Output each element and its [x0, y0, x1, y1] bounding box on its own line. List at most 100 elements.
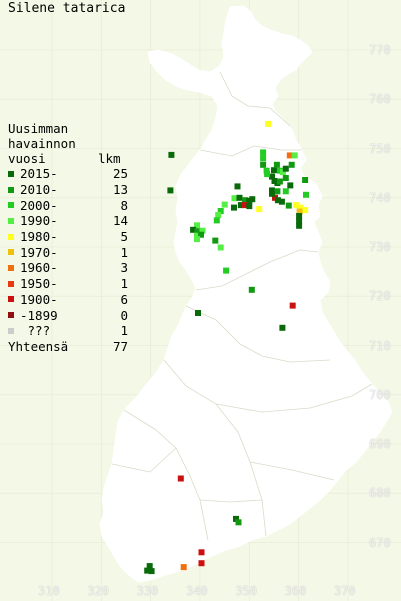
x-tick-label: 320 [87, 584, 110, 598]
observation-square [194, 232, 200, 239]
legend-swatch [8, 264, 14, 271]
observation-square [237, 202, 244, 209]
observation-square [215, 212, 222, 218]
legend-period-label: 1960- [20, 260, 58, 276]
legend-swatch [8, 327, 14, 334]
observation-square [213, 217, 220, 224]
observation-square [296, 213, 303, 219]
observation-square [231, 195, 238, 202]
y-tick-label: 690 [369, 437, 391, 451]
observation-square [302, 177, 309, 183]
observation-square [231, 204, 237, 211]
observation-square [180, 564, 187, 571]
observation-square [217, 208, 224, 214]
legend-total-label: Yhteensä [8, 338, 69, 354]
legend-swatch [8, 249, 14, 256]
legend-count-value: 5 [120, 229, 128, 245]
observation-square [269, 187, 275, 194]
observation-square [291, 152, 298, 159]
observation-square [271, 167, 277, 174]
legend-swatch [8, 186, 14, 193]
observation-square [167, 187, 174, 194]
legend-count-value: 3 [120, 260, 128, 276]
observation-square [279, 169, 286, 176]
observation-square [274, 197, 281, 204]
observation-square [279, 324, 286, 331]
legend-row: 1990- 14 [8, 213, 128, 229]
observation-square [199, 227, 206, 234]
observation-square [236, 194, 243, 201]
legend-row: -1899 0 [8, 307, 128, 323]
legend-column-headers: vuosi lkm [8, 151, 128, 166]
legend-swatch [8, 233, 14, 240]
observation-square [241, 197, 248, 204]
legend-count-value: 1 [120, 323, 128, 339]
observation-square [148, 568, 155, 575]
observation-square [286, 152, 293, 159]
legend-heading-line-1: Uusimman [8, 121, 69, 136]
legend-row: 1980- 5 [8, 229, 128, 245]
observation-square [249, 196, 256, 203]
legend-swatch [8, 296, 14, 303]
observation-square [278, 198, 285, 205]
legend-swatch [8, 170, 14, 177]
observation-square [246, 203, 253, 210]
observation-square [223, 267, 230, 274]
region-borders [111, 71, 373, 541]
observation-square [177, 475, 184, 482]
observation-square [282, 165, 289, 172]
legend-swatch [8, 217, 14, 224]
legend-period-label: 2015- [20, 166, 58, 182]
observation-dots [144, 120, 309, 575]
legend-period-label: 2010- [20, 182, 58, 198]
legend-row: 1970- 1 [8, 244, 128, 260]
observation-square [265, 120, 272, 127]
y-tick-label: 680 [369, 486, 391, 501]
observation-square [293, 202, 300, 209]
observation-square [282, 188, 289, 195]
legend: Uusimman havainnon vuosi lkm 2015- 25 2010… [8, 121, 128, 354]
observation-square [288, 161, 295, 168]
legend-row: ??? 1 [8, 323, 128, 339]
legend-swatch [8, 312, 14, 319]
observation-square [144, 567, 151, 574]
y-tick-label: 750 [369, 141, 391, 156]
x-tick-label: 330 [136, 584, 159, 598]
legend-count-value: 14 [112, 213, 128, 229]
y-tick-label: 720 [369, 289, 391, 304]
legend-row: 2015- 25 [8, 166, 128, 182]
legend-count-value: 1 [120, 276, 128, 292]
legend-count-value: 13 [112, 182, 128, 198]
x-tick-label: 310 [38, 584, 60, 598]
legend-count-value: 25 [112, 166, 128, 182]
legend-count-value: 1 [120, 244, 128, 260]
observation-square [282, 175, 289, 181]
legend-period-label: 2000- [20, 197, 58, 213]
observation-square [269, 173, 275, 180]
y-tick-label: 730 [369, 240, 391, 254]
legend-swatch [8, 202, 14, 209]
legend-count-value: 8 [120, 197, 128, 213]
observation-square [194, 228, 201, 235]
observation-square [260, 155, 267, 162]
observation-square [194, 222, 200, 229]
observation-square [276, 178, 283, 185]
observation-square [217, 244, 224, 251]
legend-swatch [8, 280, 14, 287]
legend-count-value: 0 [120, 307, 128, 323]
legend-heading-line-2: havainnon [8, 136, 76, 151]
observation-square [287, 182, 294, 189]
legend-period-label: 1900- [20, 291, 58, 307]
observation-square [146, 563, 153, 570]
observation-square [248, 286, 255, 293]
observation-square [233, 515, 239, 522]
observation-square [285, 202, 292, 209]
observation-square [190, 226, 197, 233]
observation-square [241, 202, 248, 209]
legend-count-value: 6 [120, 291, 128, 307]
observation-square [198, 549, 205, 556]
observation-square [168, 151, 175, 158]
y-tick-label: 710 [369, 338, 391, 353]
observation-square [235, 519, 242, 526]
